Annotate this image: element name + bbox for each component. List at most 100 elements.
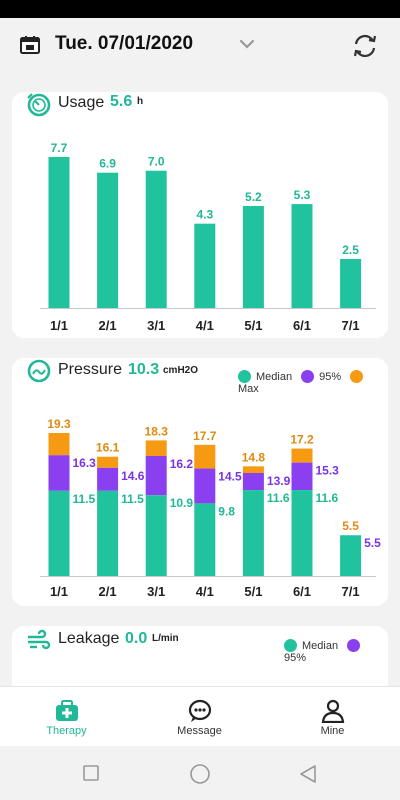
median-bar-segment <box>291 490 313 576</box>
p95-bar-segment <box>97 467 119 491</box>
status-bar <box>0 0 400 18</box>
usage-bar <box>194 223 216 308</box>
wind-icon <box>28 629 51 650</box>
median-value-label: 11.5 <box>121 492 144 506</box>
clock-icon <box>27 93 51 117</box>
legend-median-dot <box>284 639 297 652</box>
usage-bar <box>48 157 70 308</box>
usage-card[interactable]: Usage 5.6 h 7.7 1/1 6.9 2/1 7.0 3/1 4.3 4/1 5.2 5… <box>12 92 388 338</box>
median-bar-segment <box>340 535 362 576</box>
header: Tue. 07/01/2020 <box>0 18 400 74</box>
p95-value-label: 5.5 <box>364 536 381 550</box>
pressure-legend: Median 95% Max <box>238 370 388 395</box>
pressure-chart: 19.3 16.3 11.5 1/1 16.114.6 11.5 2/1 18.3 16.2 10… <box>40 417 381 599</box>
nav-therapy[interactable]: Therapy <box>0 687 133 747</box>
x-tick-label: 4/1 <box>196 318 214 333</box>
legend-95-dot <box>347 639 361 652</box>
max-bar-segment <box>194 444 216 469</box>
x-tick-label: 1/1 <box>50 584 68 599</box>
x-tick-label: 3/1 <box>147 318 165 333</box>
bottom-nav: Therapy Message Mine <box>0 686 400 746</box>
calendar-icon[interactable] <box>20 36 40 54</box>
median-bar-segment <box>145 495 167 576</box>
median-bar-segment <box>97 490 119 576</box>
back-icon[interactable] <box>299 764 317 784</box>
pressure-value: 10.3 <box>128 361 160 378</box>
usage-bar <box>242 206 264 308</box>
median-bar-segment <box>194 503 216 576</box>
median-value-label: 11.6 <box>267 491 290 505</box>
pressure-card[interactable]: Pressure 10.3 cmH2O Median 95% Max 19.3 1… <box>12 358 388 606</box>
p95-bar-segment <box>48 455 70 491</box>
chat-bubble-icon <box>188 699 212 722</box>
max-value-label: 17.2 <box>290 433 314 447</box>
legend-median: Median <box>302 639 339 652</box>
x-tick-label: 7/1 <box>342 318 360 333</box>
leakage-title: Leakage <box>58 630 120 647</box>
legend-95: 95% <box>319 370 342 383</box>
max-value-label: 14.8 <box>242 450 266 464</box>
x-tick-label: 1/1 <box>50 318 68 333</box>
max-value-label: 19.3 <box>47 417 71 431</box>
leakage-value: 0.0 <box>125 630 148 647</box>
x-tick-label: 2/1 <box>99 584 117 599</box>
p95-value-label: 16.2 <box>170 457 194 471</box>
chevron-down-icon[interactable] <box>238 37 256 51</box>
leakage-legend: Median 95% <box>284 639 388 664</box>
nav-mine[interactable]: Mine <box>266 687 399 747</box>
usage-value-label: 5.3 <box>294 188 311 202</box>
p95-bar-segment <box>145 455 167 496</box>
person-icon <box>321 699 345 723</box>
legend-median: Median <box>256 370 293 383</box>
selected-date[interactable]: Tue. 07/01/2020 <box>55 33 194 54</box>
max-value-label: 17.7 <box>193 429 217 443</box>
legend-median-dot <box>238 370 251 383</box>
p95-value-label: 13.9 <box>267 474 291 488</box>
legend-max-dot <box>350 370 364 383</box>
recent-apps-icon[interactable] <box>83 765 99 781</box>
usage-value-label: 7.7 <box>51 141 68 155</box>
p95-value-label: 15.3 <box>316 464 340 478</box>
p95-value-label: 14.5 <box>218 470 242 484</box>
median-value-label: 10.9 <box>170 496 194 510</box>
leakage-unit: L/min <box>152 633 179 644</box>
pressure-gauge-icon <box>27 359 51 383</box>
p95-bar-segment <box>291 462 313 491</box>
x-tick-label: 2/1 <box>99 318 117 333</box>
median-value-label: 9.8 <box>218 504 235 518</box>
usage-unit: h <box>137 96 144 107</box>
max-bar-segment <box>291 448 313 463</box>
max-bar-segment <box>242 466 264 474</box>
nav-message[interactable]: Message <box>133 687 266 747</box>
x-tick-label: 3/1 <box>147 584 165 599</box>
p95-value-label: 14.6 <box>121 469 145 483</box>
usage-value: 5.6 <box>110 93 133 110</box>
usage-bar <box>97 172 119 308</box>
max-value-label: 16.1 <box>96 441 120 455</box>
max-bar-segment <box>145 440 167 456</box>
p95-bar-segment <box>242 473 264 491</box>
x-tick-label: 5/1 <box>244 584 262 599</box>
legend-95-dot <box>301 370 315 383</box>
usage-value-label: 5.2 <box>245 190 262 204</box>
x-tick-label: 6/1 <box>293 584 311 599</box>
x-tick-label: 7/1 <box>342 584 360 599</box>
nav-therapy-label: Therapy <box>46 725 87 737</box>
refresh-icon[interactable] <box>350 31 380 61</box>
x-tick-label: 4/1 <box>196 584 214 599</box>
nav-message-label: Message <box>177 725 222 737</box>
max-value-label: 18.3 <box>145 424 169 438</box>
usage-value-label: 4.3 <box>196 208 213 222</box>
system-nav-bar <box>0 746 400 800</box>
max-bar-segment <box>97 456 119 468</box>
home-icon[interactable] <box>189 763 211 785</box>
legend-max: Max <box>238 383 259 396</box>
max-value-label: 5.5 <box>342 519 359 533</box>
max-bar-segment <box>48 433 70 456</box>
medical-kit-icon <box>56 700 78 721</box>
usage-value-label: 2.5 <box>342 243 359 257</box>
nav-mine-label: Mine <box>320 725 345 737</box>
pressure-unit: cmH2O <box>163 365 199 376</box>
p95-value-label: 16.3 <box>73 456 97 470</box>
median-value-label: 11.5 <box>73 492 96 506</box>
